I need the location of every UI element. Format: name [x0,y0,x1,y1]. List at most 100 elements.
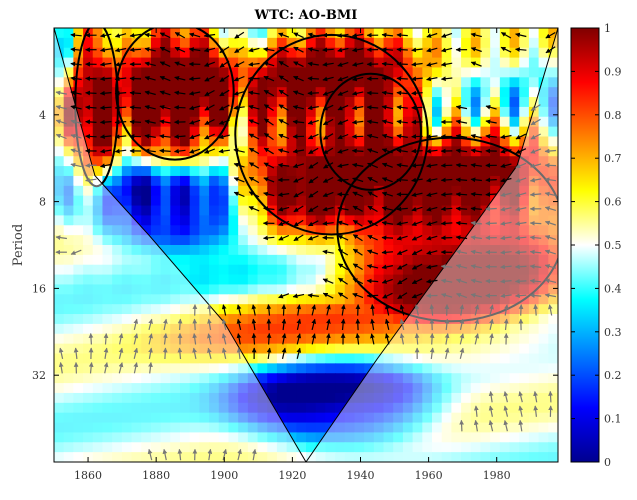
heat-cell [276,106,288,118]
heat-cell [509,353,520,364]
phase-arrow [114,90,127,96]
heat-cell [247,343,259,355]
phase-arrow [352,219,363,227]
heat-cell [490,284,501,295]
heat-cell [238,363,249,374]
phase-arrow [337,47,349,53]
heat-cell [364,432,375,443]
heat-cell [92,87,104,98]
phase-arrow [163,318,168,331]
heat-cell [73,235,84,246]
heat-cell [276,28,288,39]
phase-arrow [485,192,497,197]
heat-cell [393,37,404,49]
heat-cell [325,323,336,335]
phase-arrow [218,134,230,140]
heat-cell [451,136,462,147]
phase-arrow [411,105,423,111]
heat-cell [102,442,113,453]
heat-cell [306,402,317,414]
heat-cell [131,363,142,374]
heat-cell [393,353,404,364]
heat-cell [480,402,491,414]
heat-cell [325,116,336,128]
heat-cell [267,136,278,147]
heat-cell [150,57,162,69]
heat-cell [257,116,268,128]
heat-cell [54,146,65,157]
phase-arrow [381,264,394,270]
heat-cell [422,383,433,394]
heat-cell [257,264,268,276]
heat-cell [402,195,414,207]
heat-cell [383,185,394,197]
heat-cell [54,314,65,325]
heat-cell [548,284,558,295]
heat-cell [344,126,356,138]
heat-cell [92,264,104,276]
heat-cell [209,106,220,118]
heat-cell [228,314,239,325]
heat-cell [63,57,74,69]
heat-cell [461,156,472,167]
phase-arrow [248,162,260,169]
heat-cell [102,373,113,384]
heat-cell [257,254,268,266]
heat-cell [296,67,307,78]
heat-cell [276,343,288,355]
heat-cell [325,136,336,147]
heat-cell [209,363,220,374]
heat-cell [335,353,346,364]
phase-arrow [189,105,201,111]
heat-cell [189,235,200,246]
heat-cell [170,422,181,434]
heat-cell [228,37,239,49]
phase-arrow [263,235,275,241]
heat-cell [170,77,181,88]
heat-cell [480,126,491,138]
heat-cell [335,343,346,355]
phase-arrow [384,318,390,331]
heat-cell [519,156,530,167]
heat-cell [150,166,162,177]
phase-arrow [159,133,171,139]
heat-cell [315,175,326,187]
heat-cell [538,383,549,394]
heat-cell [383,126,394,138]
phase-arrow [515,162,527,169]
phase-arrow [188,47,201,52]
heat-cell [141,452,152,462]
heat-cell [286,383,297,394]
phase-arrow [148,347,153,360]
heat-cell [73,314,84,325]
heat-cell [402,215,414,226]
heat-cell [160,28,171,39]
heat-cell [315,353,326,364]
heat-cell [218,175,230,187]
phase-arrow [278,234,290,241]
heat-cell [286,304,297,315]
phase-arrow [455,148,468,154]
heat-cell [509,185,520,197]
heat-cell [470,175,482,187]
heat-cell [63,166,74,177]
heat-cell [470,77,482,88]
phase-arrow [515,206,527,212]
heat-cell [451,175,462,187]
heat-cell [180,284,191,295]
heat-cell [306,333,317,345]
heat-cell [150,373,162,384]
heat-cell [432,353,443,364]
heat-cell [112,166,123,177]
heat-cell [92,254,104,266]
heat-cell [461,353,472,364]
heat-cell [131,323,142,335]
plot-frame [53,27,559,463]
heat-cell [402,57,414,69]
phase-arrow [236,318,242,331]
heat-cell [189,185,200,197]
heat-cell [238,373,249,384]
heat-cell [451,294,462,305]
heat-cell [209,215,220,226]
heat-cell [170,452,181,462]
